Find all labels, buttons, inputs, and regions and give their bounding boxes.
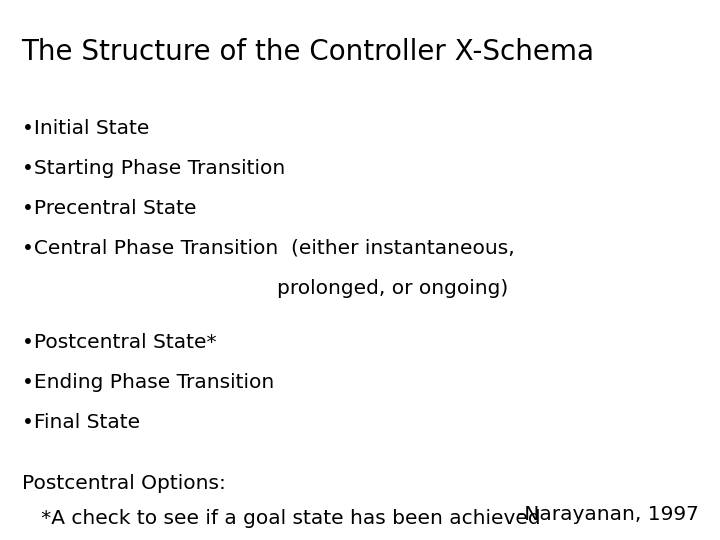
Text: Postcentral Options:: Postcentral Options: [22,474,225,493]
Text: •Initial State: •Initial State [22,119,149,138]
Text: prolonged, or ongoing): prolonged, or ongoing) [22,279,508,298]
Text: *A check to see if a goal state has been achieved: *A check to see if a goal state has been… [22,509,540,528]
Text: •Postcentral State*: •Postcentral State* [22,333,216,352]
Text: •Starting Phase Transition: •Starting Phase Transition [22,159,285,178]
Text: -Narayanan, 1997: -Narayanan, 1997 [516,505,698,524]
Text: •Ending Phase Transition: •Ending Phase Transition [22,373,274,392]
Text: •Final State: •Final State [22,413,140,431]
Text: The Structure of the Controller X-Schema: The Structure of the Controller X-Schema [22,38,595,66]
Text: •Precentral State: •Precentral State [22,199,196,218]
Text: •Central Phase Transition  (either instantaneous,: •Central Phase Transition (either instan… [22,239,514,258]
